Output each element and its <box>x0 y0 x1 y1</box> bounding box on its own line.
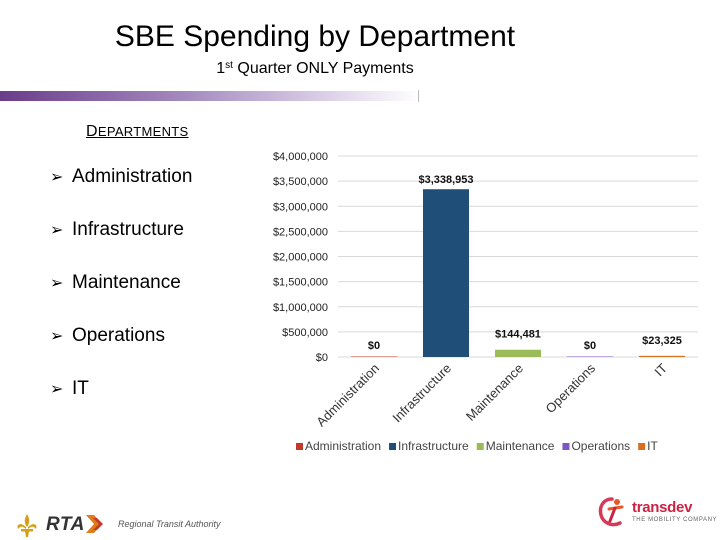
y-tick-label: $0 <box>316 352 328 364</box>
header-band <box>0 91 420 101</box>
fleur-de-lis-logo-icon <box>17 514 37 537</box>
y-tick-label: $1,000,000 <box>273 302 328 314</box>
x-tick-label: Infrastructure <box>389 361 454 426</box>
y-tick-label: $3,000,000 <box>273 201 328 213</box>
arrow-bullet-icon: ➢ <box>50 381 64 398</box>
rta-full-name: Regional Transit Authority <box>118 519 221 529</box>
x-tick-label: IT <box>651 360 670 379</box>
data-label: $144,481 <box>495 329 541 341</box>
departments-heading-first: D <box>86 123 98 140</box>
legend-swatch <box>476 443 484 450</box>
x-tick-label: Maintenance <box>463 361 526 424</box>
departments-heading: DEPARTMENTS <box>86 123 189 141</box>
legend-swatch <box>562 443 570 450</box>
y-tick-label: $3,500,000 <box>273 176 328 188</box>
legend-swatch <box>389 443 397 450</box>
legend-label: Operations <box>571 439 630 453</box>
department-label: Administration <box>72 166 193 187</box>
data-label: $23,325 <box>642 335 682 347</box>
department-item: ➢ Administration <box>50 166 250 188</box>
department-item: ➢ Operations <box>50 325 250 347</box>
department-label: Infrastructure <box>72 219 184 240</box>
y-tick-label: $4,000,000 <box>273 151 328 163</box>
x-tick-label: Operations <box>543 360 599 416</box>
slide-subtitle: 1st Quarter ONLY Payments <box>0 60 630 78</box>
bar-it <box>639 355 685 357</box>
y-tick-label: $2,500,000 <box>273 226 328 238</box>
transdev-logo-icon <box>598 497 624 527</box>
department-label: Operations <box>72 325 165 346</box>
department-item: ➢ Maintenance <box>50 272 250 294</box>
legend-swatch <box>638 443 646 450</box>
transdev-name: transdev <box>632 499 693 516</box>
subtitle-rest: Quarter ONLY Payments <box>232 60 414 77</box>
bar-administration <box>351 356 397 357</box>
arrow-bullet-icon: ➢ <box>50 169 64 186</box>
department-item: ➢ IT <box>50 378 250 400</box>
legend-swatch <box>296 443 303 450</box>
arrow-bullet-icon: ➢ <box>50 328 64 345</box>
rta-logo-text: RTA <box>46 514 85 535</box>
y-tick-label: $2,000,000 <box>273 252 328 264</box>
subtitle-sup: st <box>225 60 233 71</box>
data-label: $0 <box>584 340 596 352</box>
department-label: Maintenance <box>72 272 181 293</box>
x-tick-label: Administration <box>313 361 382 430</box>
data-label: $0 <box>368 340 380 352</box>
arrow-bullet-icon: ➢ <box>50 222 64 239</box>
y-tick-label: $1,500,000 <box>273 277 328 289</box>
legend-label: Maintenance <box>486 439 555 453</box>
department-item: ➢ Infrastructure <box>50 219 250 241</box>
header-band-tick <box>418 90 419 102</box>
slide-title: SBE Spending by Department <box>114 20 516 53</box>
y-tick-label: $500,000 <box>282 327 328 339</box>
rta-chevron-icon <box>86 515 103 533</box>
transdev-tagline: THE MOBILITY COMPANY <box>632 517 718 523</box>
department-label: IT <box>72 378 89 399</box>
subtitle-prefix: 1 <box>216 60 226 77</box>
data-label: $3,338,953 <box>418 174 473 186</box>
bar-maintenance <box>495 349 541 357</box>
bar-operations <box>567 356 613 357</box>
legend-label: Infrastructure <box>398 439 469 453</box>
legend-label: IT <box>647 439 658 453</box>
legend-label: Administration <box>305 439 381 453</box>
departments-heading-rest: EPARTMENTS <box>97 124 189 139</box>
arrow-bullet-icon: ➢ <box>50 275 64 292</box>
bar-infrastructure <box>423 189 469 357</box>
